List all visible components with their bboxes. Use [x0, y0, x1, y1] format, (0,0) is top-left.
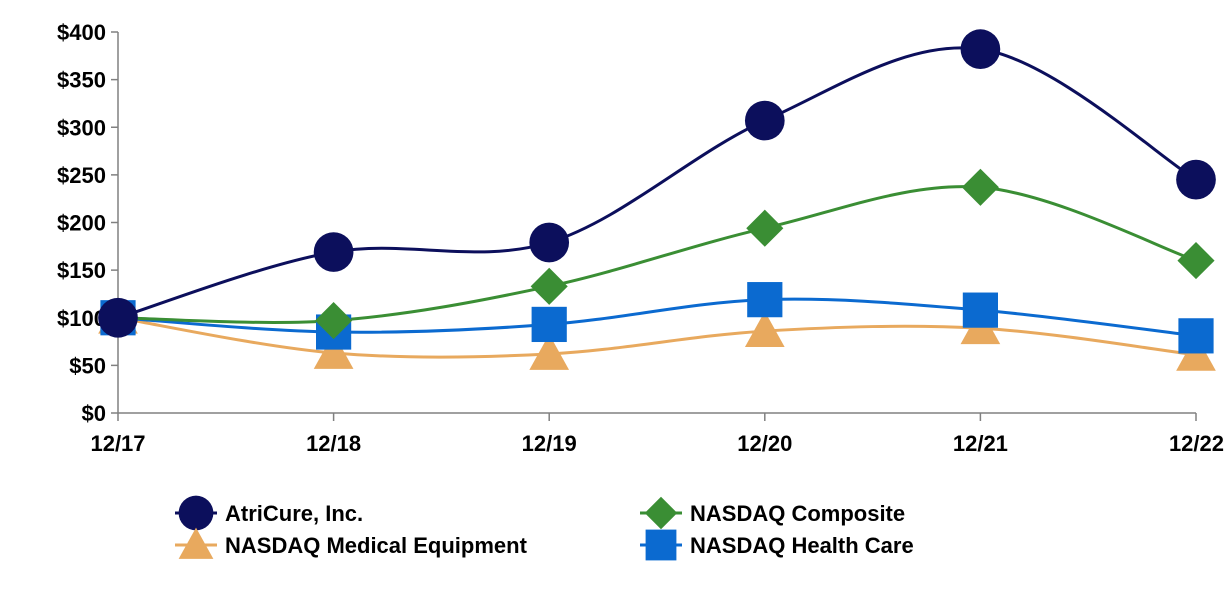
y-tick-label: $50 — [69, 353, 106, 378]
y-tick-label: $0 — [82, 401, 106, 426]
data-point-square — [962, 292, 998, 328]
legend: AtriCure, Inc. NASDAQ Composite NASDAQ Med… — [175, 495, 914, 561]
data-point-square — [747, 282, 783, 318]
legend-marker-triangle — [178, 527, 214, 559]
data-point-diamond — [530, 267, 568, 305]
legend-marker-diamond — [644, 496, 678, 530]
data-point-diamond — [1177, 242, 1215, 280]
y-tick-label: $250 — [57, 163, 106, 188]
x-axis-ticks: 12/17 12/18 12/19 12/20 12/21 12/22 — [90, 413, 1224, 456]
legend-item: NASDAQ Medical Equipment — [175, 527, 528, 559]
data-point-circle — [313, 232, 354, 272]
data-point-diamond — [746, 209, 784, 247]
y-tick-label: $350 — [57, 68, 106, 93]
legend-label: NASDAQ Medical Equipment — [225, 533, 528, 558]
data-point-circle — [744, 100, 785, 141]
y-axis-ticks: $0 $50 $100 $150 $200 $250 $300 $350 $400 — [57, 20, 118, 426]
legend-item: NASDAQ Composite — [640, 496, 905, 530]
data-point-square — [1178, 318, 1214, 354]
legend-marker-square — [645, 529, 677, 561]
legend-marker-circle — [178, 495, 214, 531]
x-tick-label: 12/18 — [306, 431, 361, 456]
x-tick-label: 12/19 — [522, 431, 577, 456]
data-point-triangle — [529, 334, 570, 370]
series-line-square — [117, 297, 1197, 338]
data-point-circle — [98, 297, 138, 338]
data-point-diamond — [315, 302, 353, 340]
x-tick-label: 12/21 — [953, 431, 1008, 456]
legend-item: NASDAQ Health Care — [640, 529, 914, 561]
data-point-square — [531, 306, 567, 343]
legend-label: NASDAQ Composite — [690, 501, 905, 526]
data-point-triangle — [744, 311, 785, 347]
y-tick-label: $300 — [57, 115, 106, 140]
series-line-diamond — [117, 185, 1197, 324]
axes — [117, 32, 1196, 414]
legend-item: AtriCure, Inc. — [175, 495, 363, 531]
data-point-diamond — [961, 168, 999, 206]
data-point-circle — [960, 29, 1001, 69]
legend-label: NASDAQ Health Care — [690, 533, 914, 558]
series-lines — [117, 46, 1197, 359]
data-point-circle — [529, 222, 570, 263]
data-point-triangle — [313, 333, 354, 369]
data-point-circle — [1176, 159, 1216, 200]
y-tick-label: $400 — [57, 20, 106, 45]
x-tick-label: 12/22 — [1169, 431, 1224, 456]
series-markers — [98, 29, 1216, 371]
y-tick-label: $100 — [57, 306, 106, 331]
x-tick-label: 12/20 — [737, 431, 792, 456]
series-line-circle — [117, 46, 1197, 320]
series-line-triangle — [117, 316, 1197, 359]
x-tick-label: 12/17 — [90, 431, 145, 456]
y-tick-label: $150 — [57, 258, 106, 283]
y-tick-label: $200 — [57, 211, 106, 236]
legend-label: AtriCure, Inc. — [225, 501, 363, 526]
